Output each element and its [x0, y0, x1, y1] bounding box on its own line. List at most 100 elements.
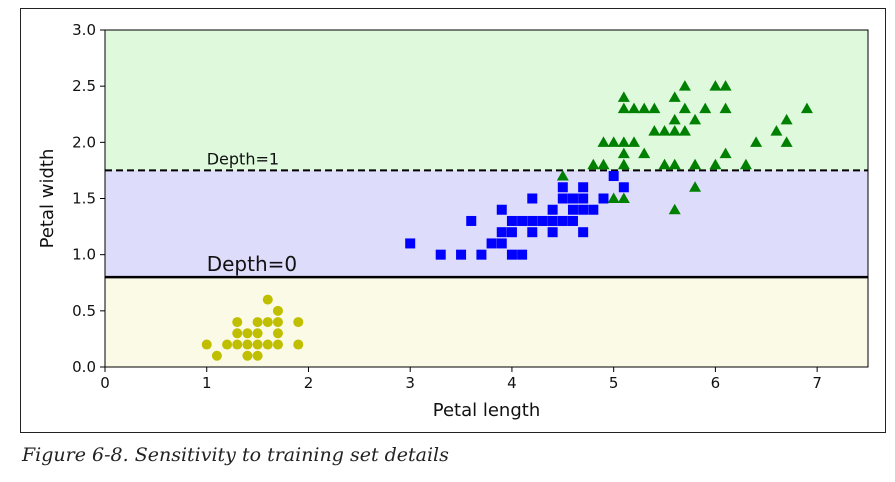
data-point-s0-14: [262, 317, 273, 328]
data-point-s0-16: [272, 339, 283, 350]
x-tick-label-1: 1: [202, 374, 212, 392]
data-point-s2-22: [668, 125, 681, 136]
data-point-s1-25: [567, 204, 578, 215]
data-point-s2-9: [617, 136, 630, 147]
data-point-s1-29: [578, 193, 589, 204]
scatter-chart: Depth=0 Depth=1 0 1 2 3 4 5 6 7 0.0 0.5 1.0 1.5 2.0 2.5…: [37, 21, 869, 421]
data-point-s0-12: [252, 317, 263, 328]
data-point-s0-1: [211, 350, 222, 361]
data-point-s2-34: [719, 147, 732, 159]
data-point-s1-34: [618, 182, 629, 193]
y-tick-label-0: 0.0: [72, 358, 96, 376]
data-point-s0-20: [293, 339, 304, 350]
data-point-s0-7: [242, 339, 253, 350]
data-point-s1-22: [557, 193, 568, 204]
decision-region-1: [105, 170, 868, 278]
data-point-s0-3: [232, 339, 243, 350]
x-tick-label-5: 5: [609, 374, 619, 392]
data-point-s2-19: [658, 125, 671, 136]
data-point-s0-9: [252, 350, 263, 361]
data-point-s1-12: [517, 249, 528, 260]
decision-region-0: [105, 277, 868, 367]
data-point-s0-10: [252, 339, 263, 350]
data-point-s1-17: [537, 215, 548, 226]
data-point-s2-5: [607, 136, 620, 147]
threshold-label-0: Depth=0: [207, 252, 297, 276]
data-point-s0-8: [242, 328, 253, 339]
data-point-s2-42: [800, 102, 813, 114]
data-point-s2-27: [678, 80, 691, 91]
data-point-s2-0: [556, 170, 569, 181]
data-point-s2-40: [780, 136, 793, 147]
data-point-s1-8: [496, 204, 507, 215]
data-point-s1-3: [466, 215, 477, 226]
data-point-s0-4: [232, 328, 243, 339]
data-point-s1-16: [527, 193, 538, 204]
data-point-s0-15: [262, 294, 273, 305]
data-point-s2-35: [719, 102, 732, 114]
data-point-s2-14: [638, 147, 651, 159]
data-point-s2-4: [607, 192, 620, 203]
data-point-s2-24: [668, 91, 681, 102]
data-point-s2-12: [628, 136, 641, 147]
data-point-s0-13: [262, 339, 273, 350]
data-point-s2-31: [699, 102, 712, 114]
data-point-s2-17: [648, 102, 661, 114]
data-point-s2-23: [668, 113, 681, 125]
figure-caption: Figure 6-8. Sensitivity to training set …: [22, 444, 449, 466]
data-point-s1-15: [527, 215, 538, 226]
data-point-s1-2: [456, 249, 467, 260]
data-point-s0-2: [222, 339, 233, 350]
data-point-s2-32: [709, 158, 722, 170]
data-point-s1-24: [567, 215, 578, 226]
data-point-s2-1: [587, 158, 600, 170]
y-tick-label-5: 2.5: [72, 77, 96, 95]
data-point-s1-13: [517, 215, 528, 226]
data-point-s2-25: [678, 125, 691, 136]
data-point-s1-31: [588, 204, 599, 215]
y-tick-label-3: 1.5: [72, 190, 96, 208]
data-point-s2-29: [689, 158, 702, 170]
data-point-s2-11: [617, 91, 630, 102]
data-point-s1-23: [557, 182, 568, 193]
data-point-s1-30: [578, 182, 589, 193]
data-point-s1-19: [547, 215, 558, 226]
data-point-s1-33: [608, 171, 619, 182]
data-point-s2-33: [709, 80, 722, 91]
data-point-s1-0: [405, 238, 416, 249]
x-axis-label: Petal length: [433, 400, 540, 421]
data-point-s0-6: [242, 350, 253, 361]
data-point-s2-16: [648, 125, 661, 136]
x-tick-label-4: 4: [507, 374, 517, 392]
data-point-s2-2: [597, 158, 610, 170]
data-point-s0-19: [272, 305, 283, 316]
data-point-s1-1: [435, 249, 446, 260]
data-point-s1-27: [578, 227, 589, 238]
data-point-s2-30: [689, 113, 702, 125]
y-tick-label-6: 3.0: [72, 21, 96, 39]
data-point-s2-7: [617, 158, 630, 170]
data-point-s1-18: [547, 227, 558, 238]
data-point-s2-20: [668, 203, 681, 215]
figure-frame: Depth=0 Depth=1 0 1 2 3 4 5 6 7 0.0 0.5 1.0 1.5 2.0 2.5…: [20, 8, 886, 433]
y-tick-label-2: 1.0: [72, 246, 96, 264]
data-point-s2-28: [689, 181, 702, 192]
data-point-s0-21: [293, 317, 304, 328]
y-axis-label: Petal width: [37, 149, 58, 249]
y-tick-label-1: 0.5: [72, 302, 96, 320]
data-point-s1-21: [557, 215, 568, 226]
data-point-s2-18: [658, 158, 671, 170]
y-tick-label-4: 2.0: [72, 133, 96, 151]
data-point-s2-39: [770, 125, 783, 136]
data-point-s2-6: [617, 192, 630, 203]
data-point-s2-3: [597, 136, 610, 147]
data-point-s1-9: [506, 249, 517, 260]
data-point-s1-7: [496, 227, 507, 238]
data-point-s1-32: [598, 193, 609, 204]
data-point-s2-26: [678, 102, 691, 114]
data-point-s2-10: [617, 102, 630, 114]
data-point-s2-38: [750, 136, 763, 147]
data-point-s1-14: [527, 227, 538, 238]
data-point-s2-13: [628, 102, 641, 114]
data-point-s0-18: [272, 317, 283, 328]
